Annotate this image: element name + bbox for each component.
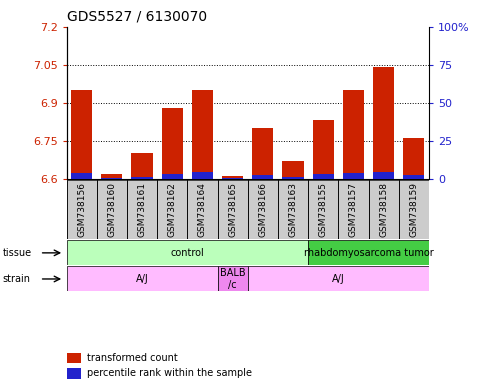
Bar xyxy=(132,153,153,179)
Bar xyxy=(187,180,217,239)
Bar xyxy=(71,173,92,179)
Bar xyxy=(338,180,368,239)
Bar xyxy=(373,172,394,179)
Bar xyxy=(308,240,429,265)
Bar xyxy=(101,178,122,179)
Text: GSM738165: GSM738165 xyxy=(228,182,237,237)
Text: GSM738164: GSM738164 xyxy=(198,182,207,237)
Bar xyxy=(343,173,364,179)
Text: GDS5527 / 6130070: GDS5527 / 6130070 xyxy=(67,9,207,23)
Bar xyxy=(313,121,334,179)
Bar xyxy=(157,180,187,239)
Bar xyxy=(192,172,213,179)
Bar xyxy=(308,180,338,239)
Text: GSM738166: GSM738166 xyxy=(258,182,267,237)
Bar xyxy=(248,266,429,291)
Bar xyxy=(252,175,274,179)
Text: strain: strain xyxy=(2,274,31,284)
Bar xyxy=(217,266,247,291)
Text: GSM738158: GSM738158 xyxy=(379,182,388,237)
Bar xyxy=(399,180,429,239)
Bar xyxy=(67,180,97,239)
Bar xyxy=(71,90,92,179)
Bar xyxy=(343,90,364,179)
Bar xyxy=(368,180,399,239)
Bar xyxy=(67,266,217,291)
Bar xyxy=(67,353,81,363)
Bar xyxy=(97,180,127,239)
Text: A/J: A/J xyxy=(332,274,345,284)
Text: control: control xyxy=(171,248,204,258)
Bar xyxy=(132,177,153,179)
Bar xyxy=(313,174,334,179)
Bar xyxy=(192,90,213,179)
Text: GSM738162: GSM738162 xyxy=(168,182,177,237)
Text: percentile rank within the sample: percentile rank within the sample xyxy=(87,368,252,378)
Bar xyxy=(403,138,424,179)
Text: tissue: tissue xyxy=(2,248,32,258)
Text: GSM738161: GSM738161 xyxy=(138,182,146,237)
Text: BALB
/c: BALB /c xyxy=(220,268,246,290)
Text: GSM738157: GSM738157 xyxy=(349,182,358,237)
Bar xyxy=(282,161,304,179)
Bar xyxy=(252,128,274,179)
Bar xyxy=(162,174,183,179)
Bar xyxy=(282,177,304,179)
Bar xyxy=(278,180,308,239)
Text: transformed count: transformed count xyxy=(87,353,178,363)
Bar xyxy=(373,67,394,179)
Bar xyxy=(222,176,243,179)
Bar xyxy=(67,240,308,265)
Text: rhabdomyosarcoma tumor: rhabdomyosarcoma tumor xyxy=(304,248,433,258)
Text: A/J: A/J xyxy=(136,274,148,284)
Bar xyxy=(248,180,278,239)
Bar xyxy=(217,180,247,239)
Bar xyxy=(403,175,424,179)
Text: GSM738159: GSM738159 xyxy=(409,182,419,237)
Text: GSM738156: GSM738156 xyxy=(77,182,86,237)
Bar xyxy=(67,368,81,379)
Text: GSM738155: GSM738155 xyxy=(318,182,328,237)
Text: GSM738160: GSM738160 xyxy=(107,182,116,237)
Bar xyxy=(127,180,157,239)
Bar xyxy=(162,108,183,179)
Bar xyxy=(101,174,122,179)
Text: GSM738163: GSM738163 xyxy=(288,182,298,237)
